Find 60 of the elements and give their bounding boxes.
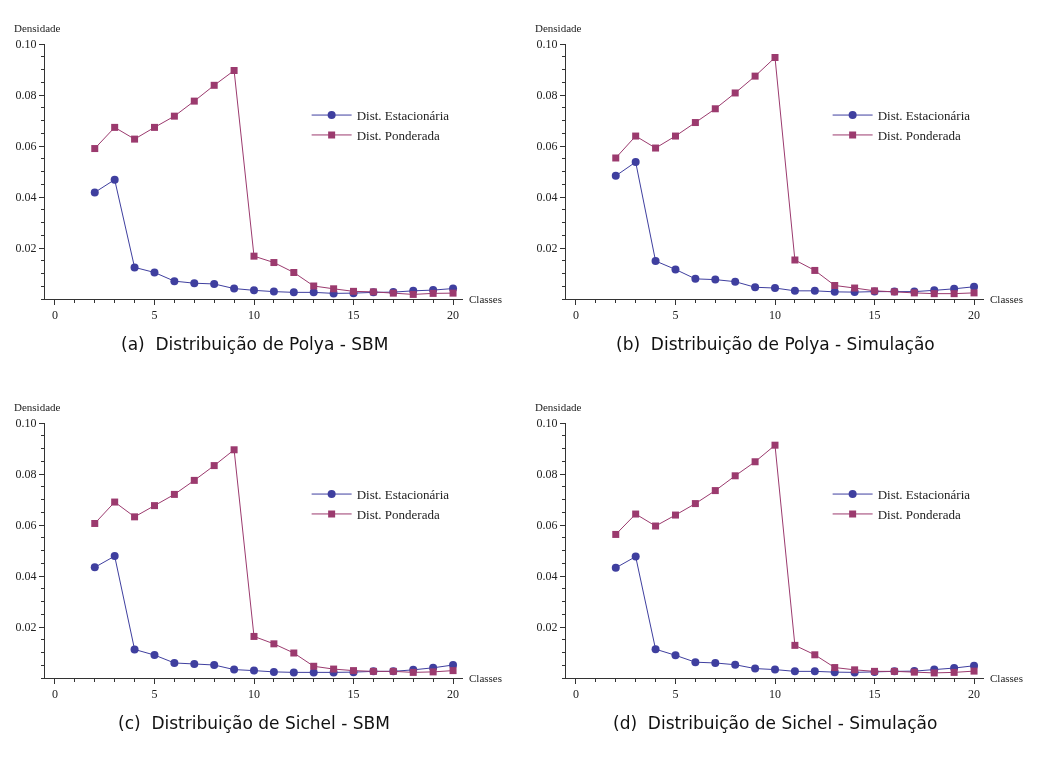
- x-tick-label: 5: [672, 687, 679, 702]
- x-tick-label: 10: [248, 687, 260, 702]
- x-tick-label: 15: [868, 687, 881, 702]
- x-axis-title: Classes: [990, 293, 1023, 305]
- y-tick-label: 0.08: [15, 467, 37, 482]
- legend-label: Dist. Ponderada: [356, 507, 440, 523]
- y-tick-label: 0.10: [536, 37, 558, 52]
- y-tick-label: 0.08: [15, 88, 37, 103]
- text: (d) Distribuição de Sichel - Simulação: [613, 713, 938, 733]
- y-tick-label: 0.10: [15, 37, 37, 52]
- x-tick-label: 5: [151, 308, 158, 323]
- y-tick-label: 0.10: [15, 416, 37, 431]
- x-tick-label: 15: [347, 687, 360, 702]
- legend-label: Dist. Ponderada: [877, 128, 961, 144]
- x-tick-label: 10: [769, 687, 781, 702]
- x-tick-label: 5: [672, 308, 679, 323]
- legend-label: Dist. Estacionária: [356, 108, 450, 124]
- y-tick-label: 0.10: [536, 416, 558, 431]
- y-tick-label: 0.02: [15, 620, 37, 635]
- y-tick-label: 0.04: [536, 190, 558, 205]
- x-axis-title: Classes: [990, 672, 1023, 684]
- x-tick-label: 20: [447, 687, 460, 702]
- x-tick-label: 0: [572, 308, 579, 323]
- y-tick-label: 0.06: [15, 518, 37, 533]
- x-tick-label: 15: [868, 308, 881, 323]
- x-tick-label: 0: [51, 687, 58, 702]
- y-axis-title: Densidade: [535, 401, 582, 413]
- legend-label: Dist. Ponderada: [877, 507, 961, 523]
- x-tick-label: 20: [968, 308, 981, 323]
- legend-label: Dist. Estacionária: [877, 487, 971, 503]
- y-tick-label: 0.04: [15, 190, 37, 205]
- y-tick-label: 0.06: [536, 518, 558, 533]
- x-tick-label: 10: [248, 308, 260, 323]
- y-tick-label: 0.06: [15, 139, 37, 154]
- text: (b) Distribuição de Polya - Simulação: [616, 334, 935, 354]
- x-tick-label: 0: [51, 308, 58, 323]
- x-tick-label: 15: [347, 308, 360, 323]
- x-tick-label: 20: [968, 687, 981, 702]
- y-tick-label: 0.02: [15, 241, 37, 256]
- y-tick-label: 0.06: [536, 139, 558, 154]
- y-tick-label: 0.04: [15, 569, 37, 584]
- x-tick-label: 0: [572, 687, 579, 702]
- y-tick-label: 0.08: [536, 88, 558, 103]
- x-axis-title: Classes: [469, 293, 502, 305]
- y-tick-label: 0.02: [536, 241, 558, 256]
- x-tick-label: 5: [151, 687, 158, 702]
- y-tick-label: 0.02: [536, 620, 558, 635]
- text: (c) Distribuição de Sichel - SBM: [118, 713, 390, 733]
- y-axis-title: Densidade: [535, 22, 582, 34]
- legend-label: Dist. Estacionária: [356, 487, 450, 503]
- x-axis-title: Classes: [469, 672, 502, 684]
- legend-label: Dist. Ponderada: [356, 128, 440, 144]
- y-axis-title: Densidade: [14, 22, 61, 34]
- x-tick-label: 10: [769, 308, 781, 323]
- y-tick-label: 0.08: [536, 467, 558, 482]
- y-tick-label: 0.04: [536, 569, 558, 584]
- text: (a) Distribuição de Polya - SBM: [121, 334, 389, 354]
- x-tick-label: 20: [447, 308, 460, 323]
- legend-label: Dist. Estacionária: [877, 108, 971, 124]
- y-axis-title: Densidade: [14, 401, 61, 413]
